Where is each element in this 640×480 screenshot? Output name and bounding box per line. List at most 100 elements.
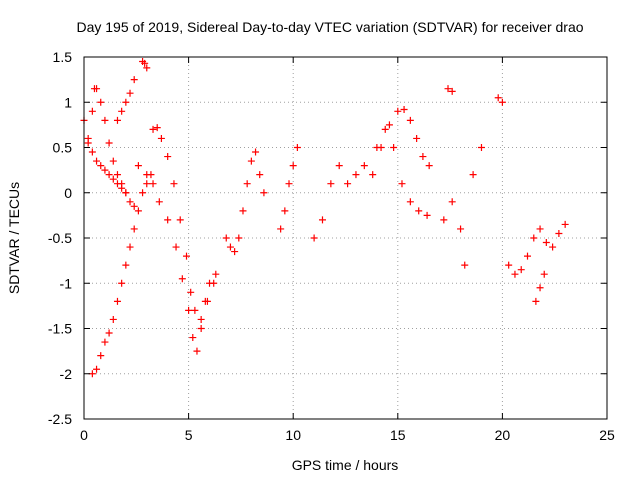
data-point [247, 157, 255, 165]
data-point [130, 76, 138, 84]
x-tick-label: 10 [285, 427, 301, 443]
data-point [203, 297, 211, 305]
data-point [235, 234, 243, 242]
data-point [143, 64, 151, 72]
data-point [109, 315, 117, 323]
data-point [101, 116, 109, 124]
y-tick-label: -1 [60, 275, 73, 291]
data-point [164, 216, 172, 224]
data-point [457, 225, 465, 233]
data-point [398, 180, 406, 188]
x-tick-label: 25 [599, 427, 615, 443]
data-point [193, 347, 201, 355]
data-point [149, 180, 157, 188]
data-point [176, 216, 184, 224]
data-point [390, 144, 398, 151]
data-point [469, 171, 477, 179]
data-point [122, 261, 130, 269]
data-point [406, 198, 414, 206]
series-arc-20h [494, 94, 506, 106]
data-point [105, 171, 113, 179]
data-point [555, 229, 563, 237]
data-point [153, 124, 161, 132]
data-point [93, 157, 101, 165]
data-series [80, 58, 569, 378]
data-point [134, 207, 142, 215]
data-point [126, 243, 134, 251]
data-point [494, 94, 502, 102]
y-tick-label: 1.5 [53, 49, 73, 65]
data-point [122, 98, 130, 106]
data-point [310, 234, 318, 242]
data-point [187, 288, 195, 296]
data-point [183, 252, 191, 260]
y-tick-label: -1.5 [48, 321, 72, 337]
data-point [88, 107, 96, 115]
data-point [505, 261, 513, 269]
y-tick-label: -2.5 [48, 411, 72, 427]
data-point [477, 144, 485, 151]
data-point [130, 202, 138, 210]
data-point [281, 207, 289, 215]
data-point [185, 306, 193, 314]
data-point [536, 284, 544, 292]
data-point [88, 148, 96, 156]
data-point [277, 225, 285, 233]
data-point [189, 334, 197, 342]
data-point [93, 365, 101, 373]
data-point [285, 180, 293, 188]
series-arc-11to13h [310, 162, 368, 242]
data-point [252, 148, 260, 156]
y-tick-label: -0.5 [48, 230, 72, 246]
data-point [289, 162, 297, 170]
data-point [373, 144, 381, 151]
chart-title: Day 195 of 2019, Sidereal Day-to-day VTE… [76, 19, 583, 35]
data-point [423, 211, 431, 219]
data-point [172, 243, 180, 251]
data-point [448, 87, 456, 95]
data-point [212, 270, 220, 278]
series-arc-17h [444, 85, 456, 95]
series-arc-15h-peak [369, 105, 433, 179]
data-point [415, 207, 423, 215]
data-point [530, 234, 538, 242]
data-point [118, 180, 126, 188]
series-arc-2h-rise [113, 76, 138, 124]
x-tick-label: 15 [390, 427, 406, 443]
data-point [561, 220, 569, 228]
data-point [369, 171, 377, 179]
data-point [191, 306, 199, 314]
data-point [461, 261, 469, 269]
data-point [335, 162, 343, 170]
data-point [231, 248, 239, 256]
data-point [524, 252, 532, 260]
data-point [130, 225, 138, 233]
data-point [93, 85, 101, 93]
y-tick-label: -2 [60, 366, 73, 382]
data-point [170, 180, 178, 188]
y-tick-label: 0.5 [53, 140, 73, 156]
series-arc-rising [88, 171, 155, 378]
data-point [532, 297, 540, 305]
data-point [360, 162, 368, 170]
data-point [126, 89, 134, 97]
data-point [118, 107, 126, 115]
series-arc-18to19h [440, 144, 485, 269]
data-point [239, 207, 247, 215]
data-point [385, 121, 393, 129]
data-point [517, 266, 525, 274]
data-point [222, 234, 230, 242]
y-tick-label: 0 [64, 185, 72, 201]
data-point [511, 270, 519, 278]
data-point [122, 189, 130, 197]
data-point [118, 279, 126, 287]
data-point [549, 243, 557, 251]
data-point [210, 279, 218, 287]
data-point [126, 198, 134, 206]
data-point [97, 162, 105, 170]
data-point [327, 180, 335, 188]
series-arc-15h-lower [373, 125, 431, 219]
series-arc-10h [277, 144, 301, 233]
